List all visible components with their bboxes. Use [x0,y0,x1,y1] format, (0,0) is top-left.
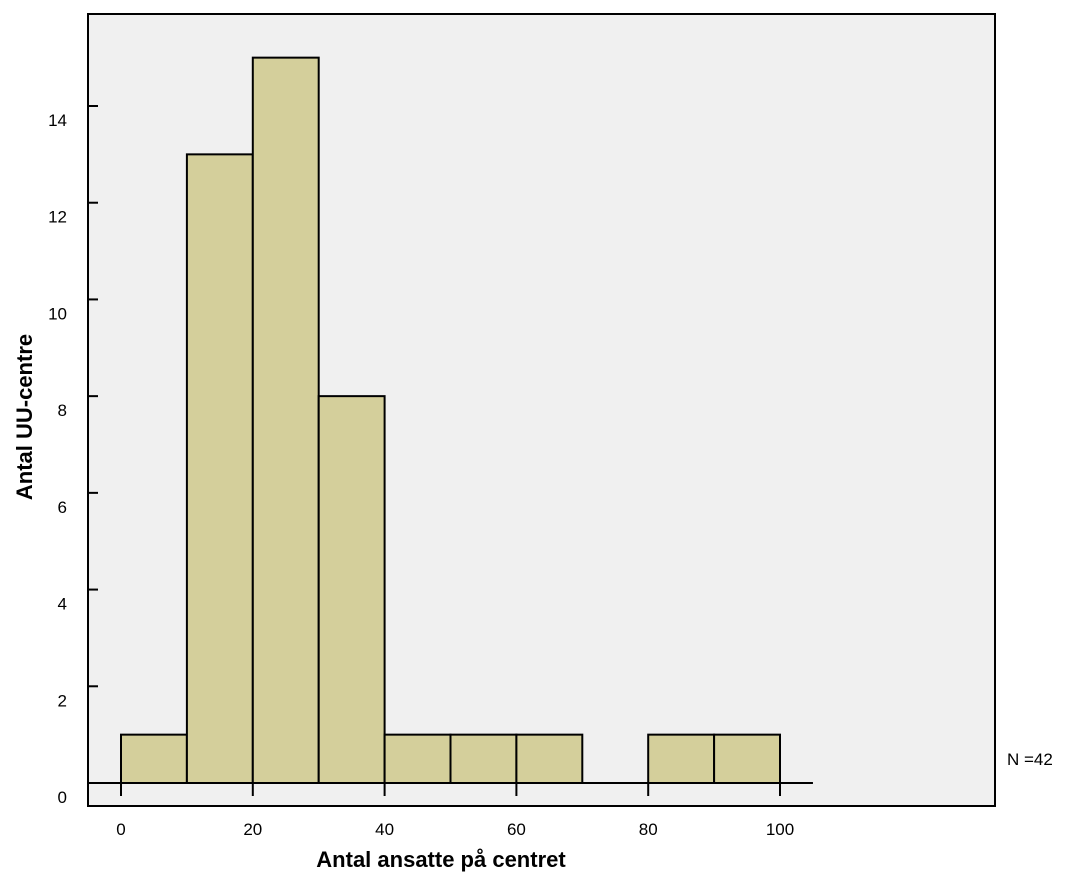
y-tick-label: 12 [48,208,67,227]
x-tick-label: 80 [639,820,658,839]
x-tick-label: 100 [766,820,794,839]
x-tick-label: 0 [116,820,125,839]
x-tick-label: 20 [243,820,262,839]
histogram-bar [647,733,716,785]
y-tick-label: 14 [48,111,67,130]
histogram-bar [449,733,518,785]
y-tick-label: 6 [58,498,67,517]
histogram-bar [317,395,386,784]
y-axis-title: Antal UU-centre [12,334,37,500]
histogram-bar [251,56,320,784]
x-ticks-group: 0 20 40 60 80 100 [116,783,794,839]
y-tick-label: 8 [58,401,67,420]
histogram-bar [713,733,781,785]
y-tick-label: 0 [58,788,67,807]
y-tick-label: 2 [58,691,67,710]
y-tick-label: 10 [48,304,67,323]
histogram-bar [515,733,584,785]
x-tick-label: 40 [375,820,394,839]
x-tick-label: 60 [507,820,526,839]
bars-group [120,56,781,785]
histogram-bar [383,733,452,785]
x-axis-title: Antal ansatte på centret [316,847,566,872]
y-ticks-group: 0 2 4 6 8 10 12 14 [48,105,98,807]
y-tick-label: 4 [58,595,67,614]
histogram-bar [120,733,188,785]
sample-size-label: N =42 [1007,750,1053,769]
histogram-bar [185,153,254,785]
